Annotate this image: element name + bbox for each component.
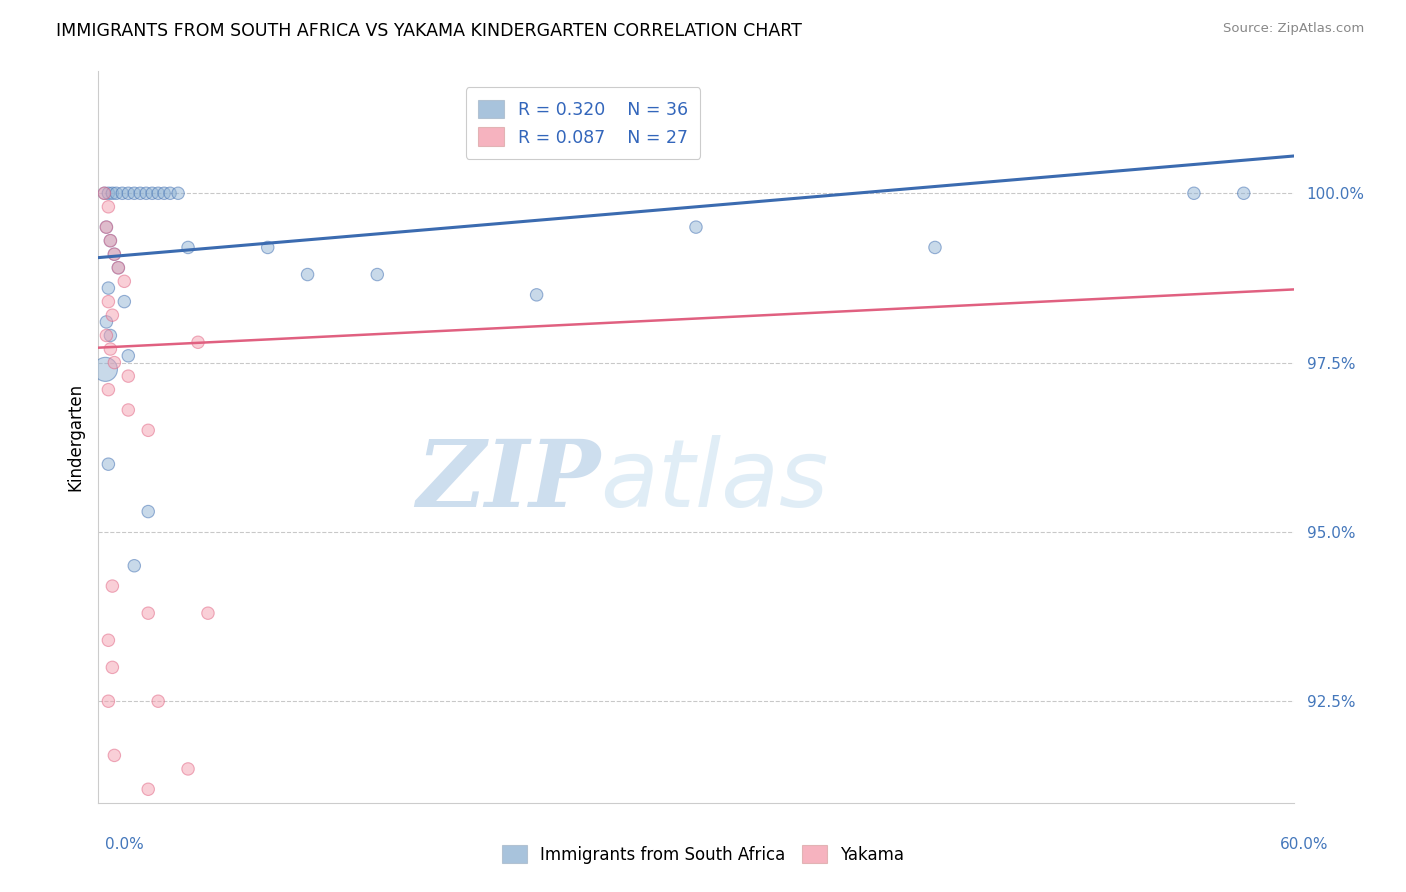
Text: IMMIGRANTS FROM SOUTH AFRICA VS YAKAMA KINDERGARTEN CORRELATION CHART: IMMIGRANTS FROM SOUTH AFRICA VS YAKAMA K…: [56, 22, 801, 40]
Point: [136, 423, 159, 437]
Text: atlas: atlas: [600, 435, 828, 526]
Legend: Immigrants from South Africa, Yakama: Immigrants from South Africa, Yakama: [495, 838, 911, 871]
Point: [97, 294, 120, 309]
Point: [177, 762, 200, 776]
Point: [96, 328, 118, 343]
Point: [97, 633, 120, 648]
Point: [98, 234, 122, 248]
Point: [1182, 186, 1205, 201]
Y-axis label: Kindergarten: Kindergarten: [66, 383, 84, 491]
Point: [97, 200, 120, 214]
Point: [135, 186, 157, 201]
Point: [97, 383, 120, 397]
Point: [97, 694, 120, 708]
Point: [98, 234, 122, 248]
Point: [96, 220, 118, 235]
Point: [117, 186, 139, 201]
Point: [103, 247, 125, 261]
Point: [93, 186, 115, 201]
Point: [197, 606, 219, 620]
Point: [112, 274, 135, 288]
Point: [153, 186, 176, 201]
Point: [107, 260, 129, 275]
Point: [103, 355, 125, 369]
Point: [297, 268, 319, 282]
Point: [177, 240, 200, 254]
Point: [685, 220, 707, 235]
Point: [129, 186, 152, 201]
Point: [93, 186, 115, 201]
Point: [101, 660, 124, 674]
Point: [96, 315, 118, 329]
Point: [97, 457, 120, 471]
Point: [107, 260, 129, 275]
Point: [103, 748, 125, 763]
Point: [159, 186, 181, 201]
Point: [105, 186, 128, 201]
Point: [101, 308, 124, 322]
Point: [98, 342, 122, 356]
Point: [256, 240, 278, 254]
Point: [97, 281, 120, 295]
Point: [103, 247, 125, 261]
Point: [167, 186, 190, 201]
Point: [136, 782, 159, 797]
Point: [148, 186, 170, 201]
Point: [112, 294, 135, 309]
Point: [124, 186, 146, 201]
Legend: R = 0.320    N = 36, R = 0.087    N = 27: R = 0.320 N = 36, R = 0.087 N = 27: [465, 87, 700, 159]
Point: [111, 186, 134, 201]
Point: [136, 505, 159, 519]
Point: [124, 558, 146, 573]
Point: [96, 220, 118, 235]
Point: [101, 579, 124, 593]
Point: [101, 186, 124, 201]
Point: [148, 694, 170, 708]
Text: Source: ZipAtlas.com: Source: ZipAtlas.com: [1223, 22, 1364, 36]
Point: [187, 335, 209, 350]
Point: [94, 362, 117, 376]
Point: [141, 186, 163, 201]
Point: [117, 403, 139, 417]
Text: 60.0%: 60.0%: [1281, 838, 1329, 852]
Point: [924, 240, 946, 254]
Point: [366, 268, 388, 282]
Point: [1233, 186, 1256, 201]
Point: [117, 369, 139, 384]
Point: [97, 186, 120, 201]
Point: [136, 606, 159, 620]
Point: [117, 349, 139, 363]
Point: [526, 288, 548, 302]
Text: ZIP: ZIP: [416, 436, 600, 526]
Text: 0.0%: 0.0%: [105, 838, 145, 852]
Point: [98, 328, 122, 343]
